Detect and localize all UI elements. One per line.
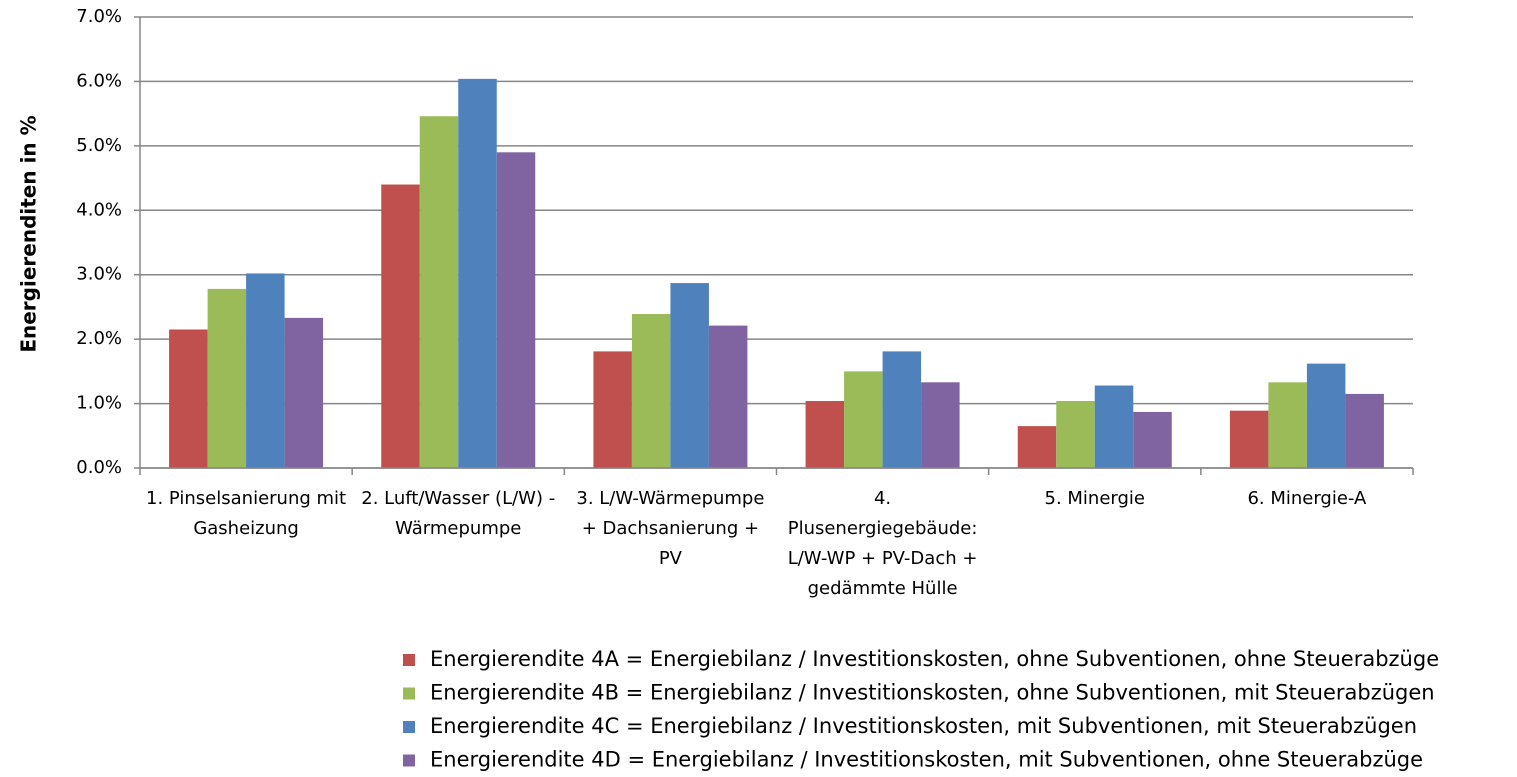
bar <box>1229 410 1269 468</box>
bar <box>419 116 459 468</box>
bar <box>169 329 208 468</box>
bar <box>246 273 285 468</box>
bar <box>631 314 671 468</box>
bar <box>844 371 883 468</box>
bar <box>458 78 497 468</box>
bar <box>1133 411 1172 468</box>
legend-swatch <box>403 721 415 733</box>
legend-swatch <box>403 754 415 767</box>
y-tick-label: 4.0% <box>76 199 122 220</box>
bar <box>805 400 845 468</box>
y-tick-label: 0.0% <box>76 457 122 478</box>
y-tick-label: 5.0% <box>76 135 122 156</box>
bar <box>921 382 960 468</box>
legend-label: Energierendite 4D = Energiebilanz / Inve… <box>430 748 1423 772</box>
legend-swatch <box>403 654 415 666</box>
y-tick-label: 2.0% <box>76 328 122 349</box>
bar <box>284 317 324 468</box>
bar <box>1345 393 1384 468</box>
x-tick-label: 1. Pinselsanierung mit Gasheizung <box>146 488 347 539</box>
x-tick-label: 3. L/W-Wärmepumpe + Dachsanierung + PV <box>576 488 765 569</box>
bar <box>1017 426 1057 468</box>
x-tick-label: 2. Luft/Wasser (L/W) - Wärmepumpe <box>361 488 556 539</box>
bar <box>882 351 922 468</box>
bar <box>496 152 536 469</box>
x-tick-label: 4. Plusenergiegebäude: L/W-WP + PV-Dach … <box>787 488 978 599</box>
bar <box>1268 382 1307 468</box>
bar <box>207 288 247 468</box>
x-tick-label: 6. Minergie-A <box>1247 488 1367 509</box>
x-tick-label: 5. Minergie <box>1044 488 1146 509</box>
bar <box>1056 400 1095 468</box>
y-axis-label: Energierenditen in % <box>17 115 41 352</box>
legend-swatch <box>403 687 415 700</box>
bar <box>381 184 420 468</box>
bar <box>1094 385 1134 468</box>
bar <box>593 351 632 468</box>
legend-label: Energierendite 4B = Energiebilanz / Inve… <box>430 681 1435 705</box>
y-tick-label: 6.0% <box>76 70 122 91</box>
bar <box>1306 363 1346 468</box>
bar <box>708 325 748 468</box>
y-tick-label: 3.0% <box>76 264 122 285</box>
legend-label: Energierendite 4C = Energiebilanz / Inve… <box>430 714 1417 738</box>
legend-label: Energierendite 4A = Energiebilanz / Inve… <box>430 647 1439 671</box>
y-tick-label: 7.0% <box>76 6 122 27</box>
bar <box>670 283 709 468</box>
y-tick-label: 1.0% <box>76 393 122 414</box>
